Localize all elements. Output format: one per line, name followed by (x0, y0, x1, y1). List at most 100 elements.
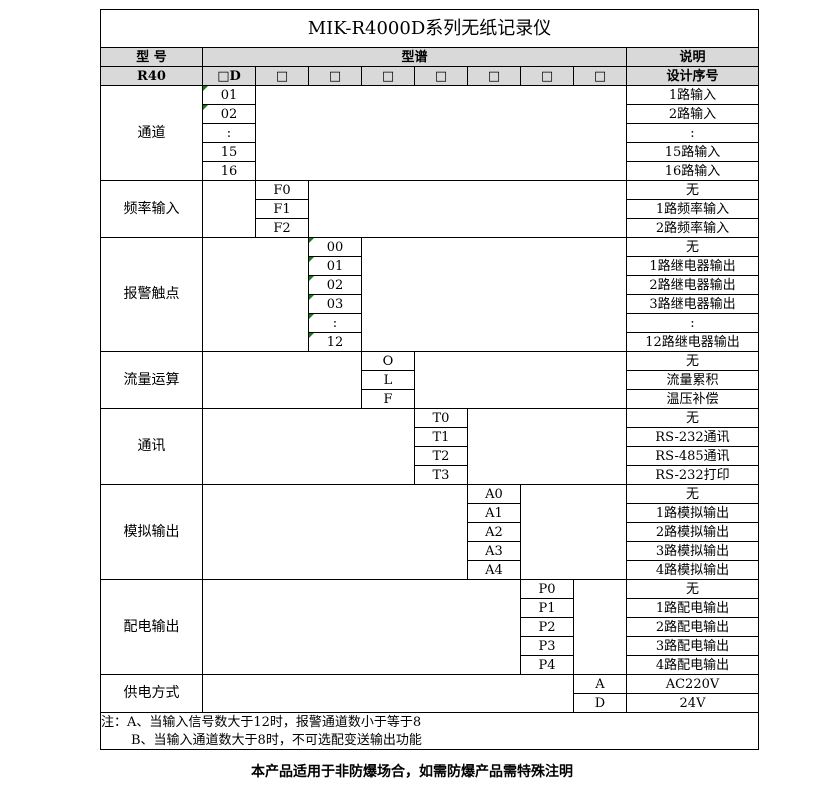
table-row: 报警触点 00 无 (100, 237, 759, 352)
table-row: 通道 01 1路输入 (100, 85, 759, 181)
description-cell: 1路输入 (626, 85, 759, 105)
description-cell: 1路频率输入 (626, 199, 759, 219)
table-row: 流量运算 O 无 (100, 351, 759, 409)
code-cell: 02 (308, 275, 362, 295)
description-cell: RS-232通讯 (626, 427, 759, 447)
blank-cell (202, 579, 521, 675)
group-label: 通道 (100, 85, 203, 181)
code-cell: 00 (308, 237, 362, 257)
table-row: 模拟输出 A0 无 (100, 484, 759, 580)
subheader-code: □ (573, 66, 627, 86)
description-cell: RS-232打印 (626, 465, 759, 485)
description-cell: 1路模拟输出 (626, 503, 759, 523)
subheader-code: □ (414, 66, 468, 86)
description-cell: 无 (626, 484, 759, 504)
code-cell: P0 (520, 579, 574, 599)
table-row: 16 16路输入 (101, 161, 759, 181)
table-row: 02 2路输入 (101, 104, 759, 124)
description-cell: 3路继电器输出 (626, 294, 759, 314)
table-row: F 温压补偿 (101, 389, 759, 409)
code-cell: D (573, 693, 627, 713)
code-cell: T0 (414, 408, 468, 428)
model-spectrum-table: MIK-R4000D系列无纸记录仪 型 号 型谱 说明 R40 □D □ □ □ □ □ □… (100, 9, 759, 750)
blank-cell (202, 180, 256, 238)
code-cell: 12 (308, 332, 362, 352)
code-cell: F1 (255, 199, 309, 219)
table-title: MIK-R4000D系列无纸记录仪 (100, 9, 759, 48)
group-label: 供电方式 (100, 674, 203, 713)
blank-cell (202, 237, 309, 352)
code-cell: 15 (202, 142, 256, 162)
table-row: L 流量累积 (101, 370, 759, 390)
code-cell: L (361, 370, 415, 390)
description-cell: 1路继电器输出 (626, 256, 759, 276)
group-label: 模拟输出 (100, 484, 203, 580)
blank-cell (573, 579, 627, 675)
table-row: 供电方式 A AC220V (100, 674, 759, 713)
code-cell: : (202, 123, 256, 143)
table-row: D 24V (101, 693, 759, 713)
blank-cell (202, 408, 415, 485)
code-cell: F0 (255, 180, 309, 200)
subheader-code: □ (255, 66, 309, 86)
code-cell: A1 (467, 503, 521, 523)
code-cell: 16 (202, 161, 256, 181)
code-cell: 02 (202, 104, 256, 124)
code-cell: A0 (467, 484, 521, 504)
blank-cell (202, 351, 362, 409)
code-cell: A3 (467, 541, 521, 561)
blank-cell (308, 180, 627, 238)
table-row: 02 2路继电器输出 (101, 275, 759, 295)
description-cell: 4路配电输出 (626, 655, 759, 675)
subheader-code: □ (520, 66, 574, 86)
group-label: 通讯 (100, 408, 203, 485)
table-row: A1 1路模拟输出 (101, 503, 759, 523)
code-cell: O (361, 351, 415, 371)
header-spectrum: 型谱 (202, 47, 627, 67)
table-row: A3 3路模拟输出 (101, 541, 759, 561)
group-label: 频率输入 (100, 180, 203, 238)
description-cell: 16路输入 (626, 161, 759, 181)
group-label: 配电输出 (100, 579, 203, 675)
subheader-description: 设计序号 (626, 66, 759, 86)
description-cell: 4路模拟输出 (626, 560, 759, 580)
description-cell: 12路继电器输出 (626, 332, 759, 352)
table-row: F1 1路频率输入 (101, 199, 759, 219)
code-cell: A2 (467, 522, 521, 542)
code-cell: P4 (520, 655, 574, 675)
subheader-model: R40 (100, 66, 203, 86)
code-cell: T3 (414, 465, 468, 485)
description-cell: 3路配电输出 (626, 636, 759, 656)
table-row: F2 2路频率输入 (101, 218, 759, 238)
description-cell: 温压补偿 (626, 389, 759, 409)
description-cell: 无 (626, 408, 759, 428)
table-row: 03 3路继电器输出 (101, 294, 759, 314)
code-cell: 01 (202, 85, 256, 105)
blank-cell (520, 484, 627, 580)
table-row: T1 RS-232通讯 (101, 427, 759, 447)
table-row: 通讯 T0 无 (100, 408, 759, 485)
description-cell: 2路输入 (626, 104, 759, 124)
subheader-code: □D (202, 66, 256, 86)
code-cell: P2 (520, 617, 574, 637)
description-cell: : (626, 123, 759, 143)
description-cell: 15路输入 (626, 142, 759, 162)
description-cell: RS-485通讯 (626, 446, 759, 466)
group-label: 流量运算 (100, 351, 203, 409)
group-label: 报警触点 (100, 237, 203, 352)
code-cell: T2 (414, 446, 468, 466)
description-cell: AC220V (626, 674, 759, 694)
header-description: 说明 (626, 47, 759, 67)
subheader-code: □ (361, 66, 415, 86)
subheader-code: □ (308, 66, 362, 86)
note-a: 注：A、当输入信号数大于12时，报警通道数小于等于8 (100, 712, 759, 731)
description-cell: 无 (626, 237, 759, 257)
table-row: 12 12路继电器输出 (101, 332, 759, 352)
code-cell: P1 (520, 598, 574, 618)
description-cell: 2路继电器输出 (626, 275, 759, 295)
code-cell: T1 (414, 427, 468, 447)
description-cell: 无 (626, 180, 759, 200)
header-model: 型 号 (100, 47, 203, 67)
table-row: 频率输入 F0 无 (100, 180, 759, 238)
table-row: T2 RS-485通讯 (101, 446, 759, 466)
